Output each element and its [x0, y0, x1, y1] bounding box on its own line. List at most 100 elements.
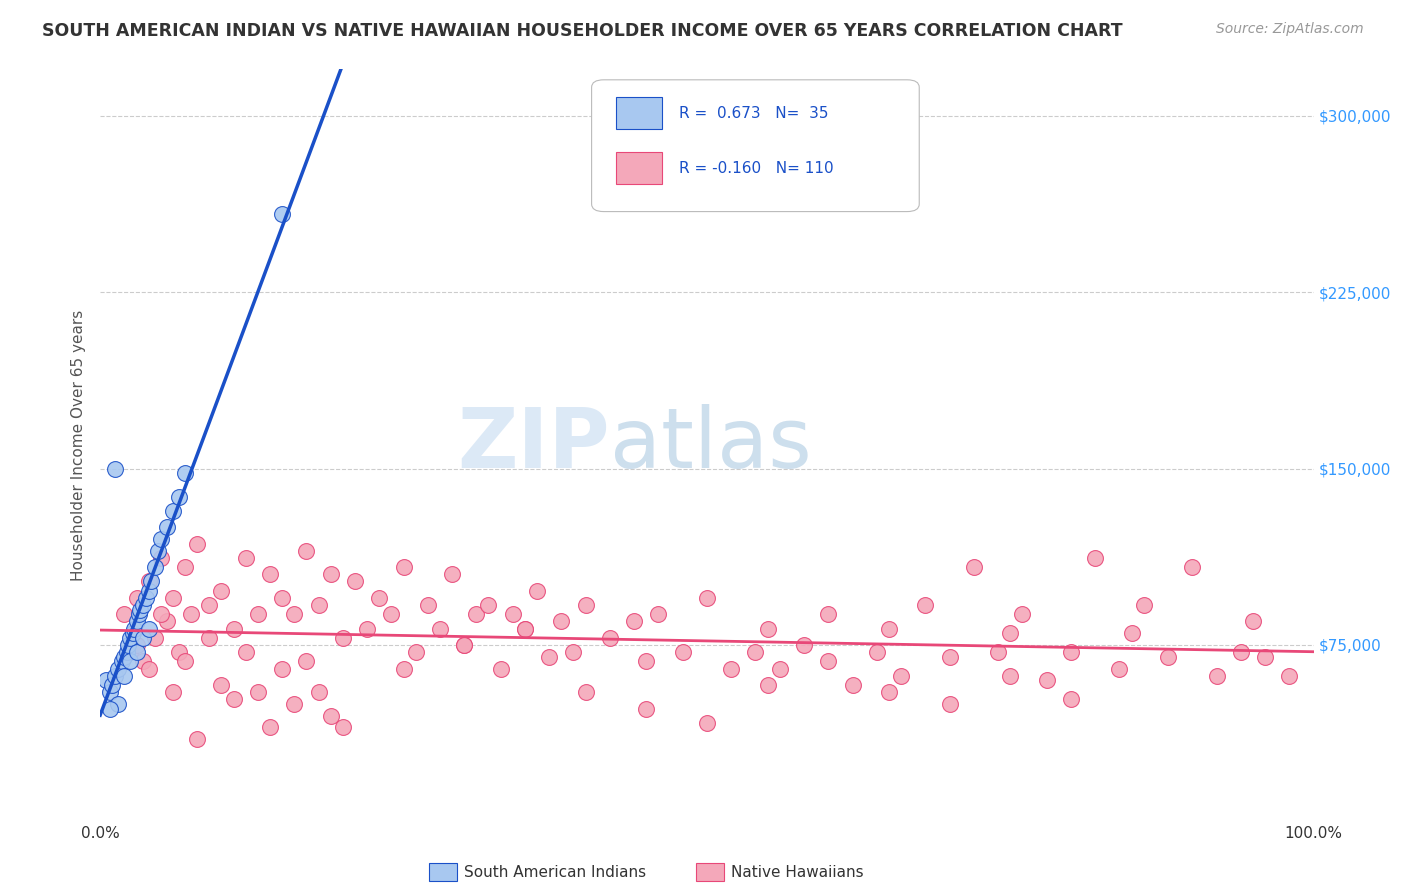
Point	[380, 607, 402, 622]
Point	[125, 615, 148, 629]
Point	[769, 661, 792, 675]
Point	[122, 622, 145, 636]
Point	[131, 598, 153, 612]
Point	[841, 678, 863, 692]
Point	[174, 467, 197, 481]
Point	[259, 720, 281, 734]
Point	[174, 655, 197, 669]
Text: ZIP: ZIP	[457, 404, 610, 485]
Point	[368, 591, 391, 605]
Point	[550, 615, 572, 629]
Point	[271, 661, 294, 675]
Point	[1035, 673, 1057, 688]
Point	[453, 638, 475, 652]
Point	[938, 649, 960, 664]
Point	[429, 622, 451, 636]
Point	[1205, 668, 1227, 682]
Point	[526, 583, 548, 598]
Point	[167, 645, 190, 659]
FancyBboxPatch shape	[616, 97, 662, 128]
Point	[392, 661, 415, 675]
Point	[211, 583, 233, 598]
Point	[149, 607, 172, 622]
FancyBboxPatch shape	[616, 153, 662, 184]
Point	[122, 626, 145, 640]
Point	[1121, 626, 1143, 640]
Point	[271, 591, 294, 605]
Point	[1132, 598, 1154, 612]
Point	[271, 207, 294, 221]
Point	[720, 661, 742, 675]
Text: R =  0.673   N=  35: R = 0.673 N= 35	[679, 106, 828, 121]
Point	[295, 544, 318, 558]
Point	[167, 490, 190, 504]
Point	[1278, 668, 1301, 682]
Point	[1108, 661, 1130, 675]
Point	[186, 732, 208, 747]
Point	[308, 685, 330, 699]
Point	[107, 661, 129, 675]
Point	[356, 622, 378, 636]
Point	[138, 622, 160, 636]
Point	[246, 685, 269, 699]
Point	[636, 655, 658, 669]
Point	[186, 537, 208, 551]
Point	[332, 720, 354, 734]
Point	[156, 520, 179, 534]
Point	[343, 574, 366, 589]
Y-axis label: Householder Income Over 65 years: Householder Income Over 65 years	[72, 310, 86, 581]
Point	[96, 673, 118, 688]
Point	[817, 607, 839, 622]
Point	[877, 685, 900, 699]
Point	[817, 655, 839, 669]
Point	[1230, 645, 1253, 659]
Point	[938, 697, 960, 711]
Point	[222, 692, 245, 706]
Point	[104, 461, 127, 475]
Point	[647, 607, 669, 622]
Point	[131, 655, 153, 669]
Point	[211, 678, 233, 692]
Point	[308, 598, 330, 612]
Point	[138, 661, 160, 675]
Point	[392, 560, 415, 574]
Point	[148, 544, 170, 558]
Point	[125, 638, 148, 652]
Point	[149, 532, 172, 546]
Point	[502, 607, 524, 622]
Point	[877, 622, 900, 636]
Point	[149, 550, 172, 565]
Point	[235, 550, 257, 565]
Point	[319, 567, 342, 582]
Point	[574, 685, 596, 699]
Point	[465, 607, 488, 622]
Point	[246, 607, 269, 622]
Point	[162, 685, 184, 699]
Point	[1060, 692, 1083, 706]
Point	[405, 645, 427, 659]
Point	[156, 615, 179, 629]
Point	[295, 655, 318, 669]
Point	[513, 622, 536, 636]
Point	[117, 638, 139, 652]
Point	[332, 631, 354, 645]
Point	[744, 645, 766, 659]
Point	[112, 668, 135, 682]
Point	[129, 603, 152, 617]
Point	[756, 622, 779, 636]
Text: R = -0.160   N= 110: R = -0.160 N= 110	[679, 161, 834, 176]
Point	[1011, 607, 1033, 622]
Point	[138, 574, 160, 589]
Point	[489, 661, 512, 675]
Point	[222, 622, 245, 636]
Point	[120, 655, 142, 669]
Point	[866, 645, 889, 659]
Point	[120, 631, 142, 645]
Point	[477, 598, 499, 612]
Point	[756, 678, 779, 692]
Point	[131, 631, 153, 645]
Point	[112, 607, 135, 622]
Point	[259, 567, 281, 582]
Point	[115, 645, 138, 659]
FancyBboxPatch shape	[592, 79, 920, 211]
